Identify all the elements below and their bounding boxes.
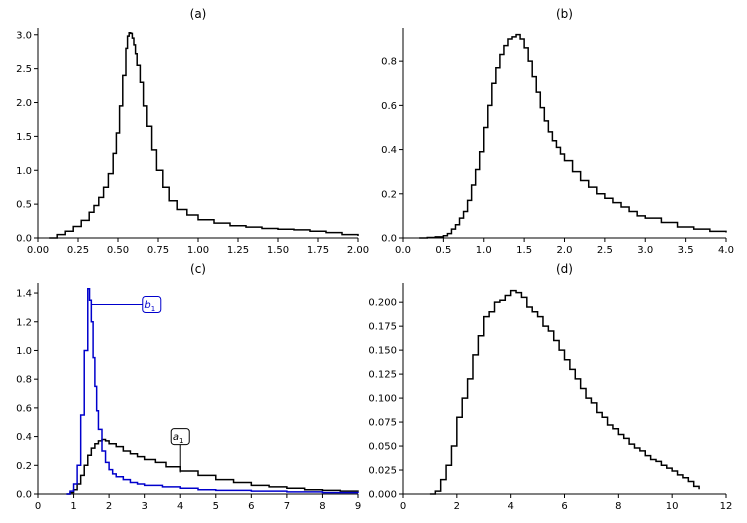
x-tick-label: 9: [355, 501, 361, 512]
x-tick-label: 6: [248, 501, 254, 512]
x-tick-label: 1.25: [227, 245, 249, 256]
y-tick-label: 0.8: [16, 375, 32, 386]
y-tick-label: 1.4: [16, 289, 32, 300]
series-b1-line: [66, 287, 359, 495]
y-tick-label: 1.0: [16, 346, 32, 357]
x-tick-label: 12: [720, 501, 733, 512]
y-tick-label: 0.2: [16, 461, 32, 472]
x-tick-label: 2: [454, 501, 460, 512]
y-tick-label: 0.8: [381, 57, 397, 68]
x-tick-label: 5: [213, 501, 219, 512]
y-tick-label: 0.0: [381, 234, 397, 245]
panel-title: (a): [190, 7, 207, 21]
series-density-line: [429, 289, 700, 495]
panel-a: (a) 0.00 0.25 0.50 0.75 1.00 1.25 1.50 1.75 2.00 0…: [16, 7, 369, 256]
annotation-b1: b1: [91, 296, 162, 314]
y-tick-label: 0.125: [368, 370, 397, 381]
x-tick-label: 2: [106, 501, 112, 512]
x-tick-label: 0.00: [27, 245, 49, 256]
x-tick-label: 4: [507, 501, 513, 512]
y-tick-label: 0.4: [16, 432, 32, 443]
y-tick-label: 0.150: [368, 346, 397, 357]
series-density-line: [419, 33, 727, 239]
x-tick-label: 2.0: [557, 245, 573, 256]
x-tick-label: 6: [561, 501, 567, 512]
y-tick-label: 0.200: [368, 298, 397, 309]
x-tick-label: 0: [35, 501, 41, 512]
x-tick-label: 4: [177, 501, 183, 512]
y-tick-label: 0.6: [16, 403, 32, 414]
panel-title: (b): [556, 7, 573, 21]
x-tick-label: 2.00: [347, 245, 369, 256]
panel-d: (d) 0 2 4 6 8 10 12 0.000 0.025 0.050 0.075 0.100 0.1…: [368, 262, 732, 512]
panel-title: (d): [556, 262, 573, 276]
x-tick-label: 8: [615, 501, 621, 512]
y-tick-label: 0.000: [368, 490, 397, 501]
series-a1-line: [66, 438, 359, 495]
x-tick-label: 3: [141, 501, 147, 512]
x-tick-label: 2.5: [597, 245, 613, 256]
annotation-a1: a1: [170, 428, 190, 473]
x-tick-label: 1: [70, 501, 76, 512]
x-tick-label: 0: [400, 501, 406, 512]
x-tick-label: 0.5: [435, 245, 451, 256]
y-tick-label: 2.5: [16, 64, 32, 75]
x-tick-label: 3.5: [678, 245, 694, 256]
y-tick-label: 0.050: [368, 442, 397, 453]
x-tick-label: 0.0: [395, 245, 411, 256]
y-tick-label: 0.075: [368, 418, 397, 429]
y-tick-label: 1.0: [16, 166, 32, 177]
y-tick-label: 0.0: [16, 490, 32, 501]
y-tick-label: 0.175: [368, 322, 397, 333]
x-tick-label: 10: [666, 501, 679, 512]
x-tick-label: 7: [284, 501, 290, 512]
annotation-label: b1: [144, 300, 155, 313]
y-tick-label: 1.2: [16, 317, 32, 328]
series-density-line: [49, 31, 359, 239]
x-tick-label: 0.75: [147, 245, 169, 256]
annotation-text: a: [173, 432, 179, 443]
x-tick-label: 4.0: [718, 245, 734, 256]
x-tick-label: 0.50: [107, 245, 129, 256]
x-tick-label: 1.75: [307, 245, 329, 256]
annotation-subscript: 1: [151, 305, 155, 313]
y-tick-label: 0.4: [381, 145, 397, 156]
y-tick-label: 2.0: [16, 98, 32, 109]
y-tick-label: 0.025: [368, 466, 397, 477]
x-tick-label: 0.25: [67, 245, 89, 256]
y-tick-label: 0.100: [368, 394, 397, 405]
y-tick-label: 0.6: [381, 101, 397, 112]
annotation-text: b: [144, 300, 150, 311]
annotation-label: a1: [173, 432, 184, 445]
x-tick-label: 3.0: [637, 245, 653, 256]
panel-title: (c): [190, 262, 206, 276]
x-tick-label: 1.5: [516, 245, 532, 256]
y-tick-label: 3.0: [16, 30, 32, 41]
x-tick-label: 1.50: [267, 245, 289, 256]
annotation-box: [142, 296, 162, 314]
panel-c: (c)0 1 2 3 4 5 6 7 8 90.00.20.40.60.81.01.21.4b1a…: [16, 262, 361, 512]
panel-b: (b) 0.0 0.5 1.0 1.5 2.0 2.5 3.0 3.5 4.0 0.0 0.2 0.4 0…: [381, 7, 734, 256]
annotation-box: [170, 428, 190, 446]
x-tick-label: 1.00: [187, 245, 209, 256]
y-tick-label: 0.2: [381, 189, 397, 200]
y-tick-label: 1.5: [16, 132, 32, 143]
x-tick-label: 8: [319, 501, 325, 512]
y-tick-label: 0.0: [16, 234, 32, 245]
y-tick-label: 0.5: [16, 200, 32, 211]
annotation-subscript: 1: [179, 437, 183, 445]
x-tick-label: 1.0: [476, 245, 492, 256]
